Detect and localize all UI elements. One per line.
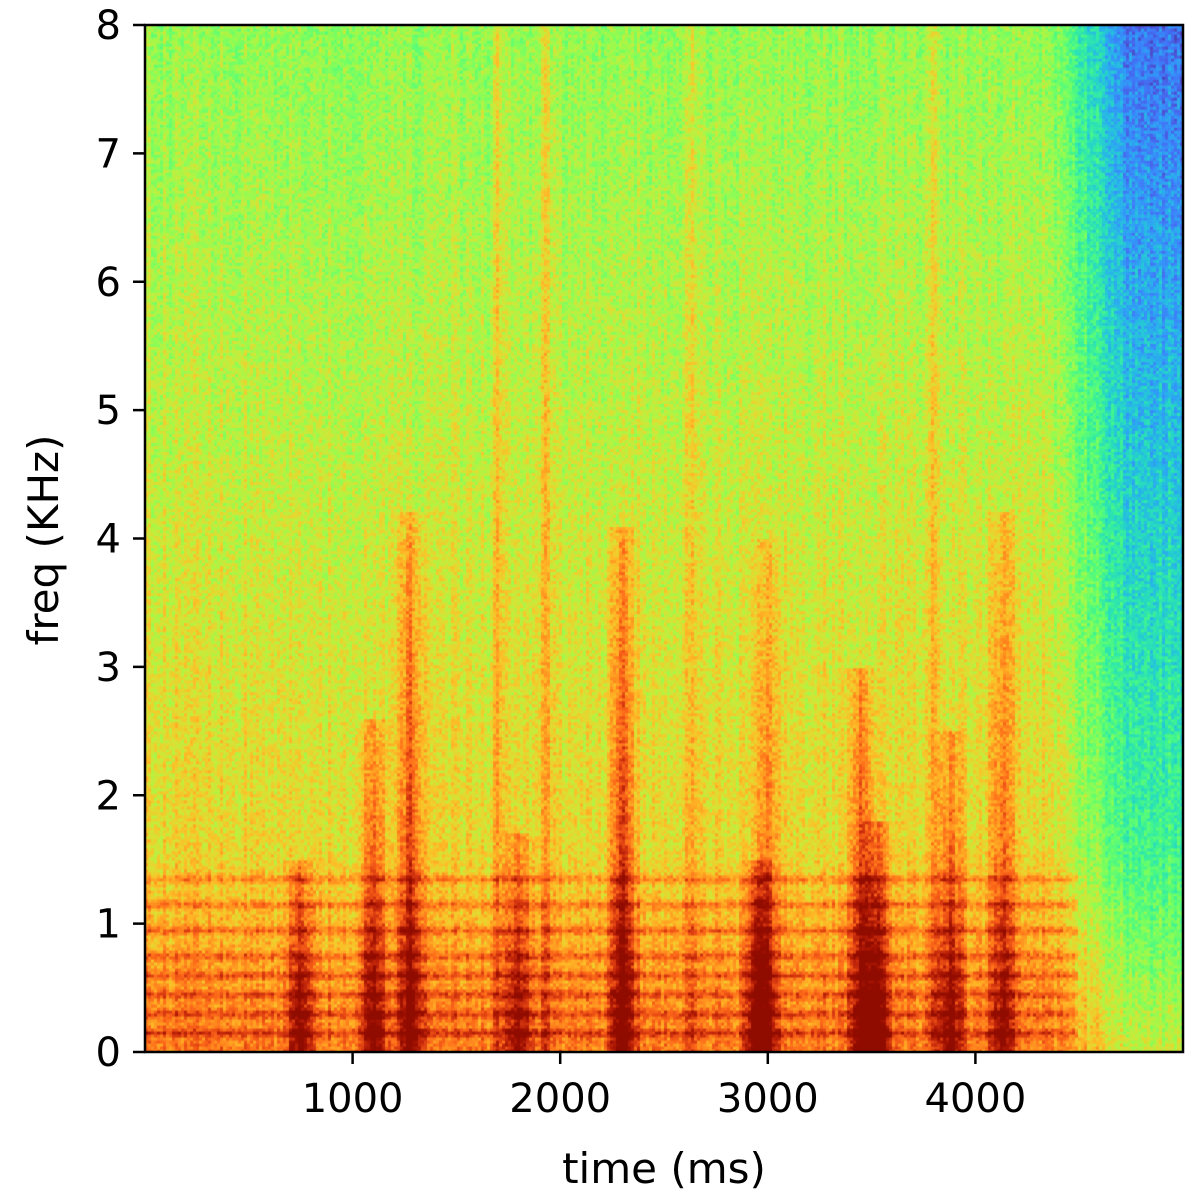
- plot-frame: [143, 23, 1185, 1054]
- x-tick-label: 3000: [717, 1076, 819, 1122]
- y-tick-label: 1: [96, 902, 121, 948]
- y-tick-label: 2: [96, 773, 121, 819]
- x-tick-label: 4000: [925, 1076, 1027, 1122]
- x-tick-label: 2000: [509, 1076, 611, 1122]
- x-axis: 1000 2000 3000 4000: [302, 1052, 1027, 1122]
- x-axis-label: time (ms): [562, 1144, 766, 1193]
- y-tick-label: 4: [96, 517, 121, 563]
- spectrogram-heatmap: [145, 25, 1183, 1052]
- y-tick-label: 0: [96, 1030, 121, 1076]
- y-axis: 0 1 2 3 4 5 6 7 8: [96, 3, 145, 1076]
- y-tick-label: 7: [96, 131, 121, 177]
- y-tick-label: 5: [96, 388, 121, 434]
- y-axis-label: freq (KHz): [19, 435, 68, 646]
- x-tick-label: 1000: [302, 1076, 404, 1122]
- y-tick-label: 3: [96, 645, 121, 691]
- y-tick-label: 6: [96, 260, 121, 306]
- y-tick-label: 8: [96, 3, 121, 49]
